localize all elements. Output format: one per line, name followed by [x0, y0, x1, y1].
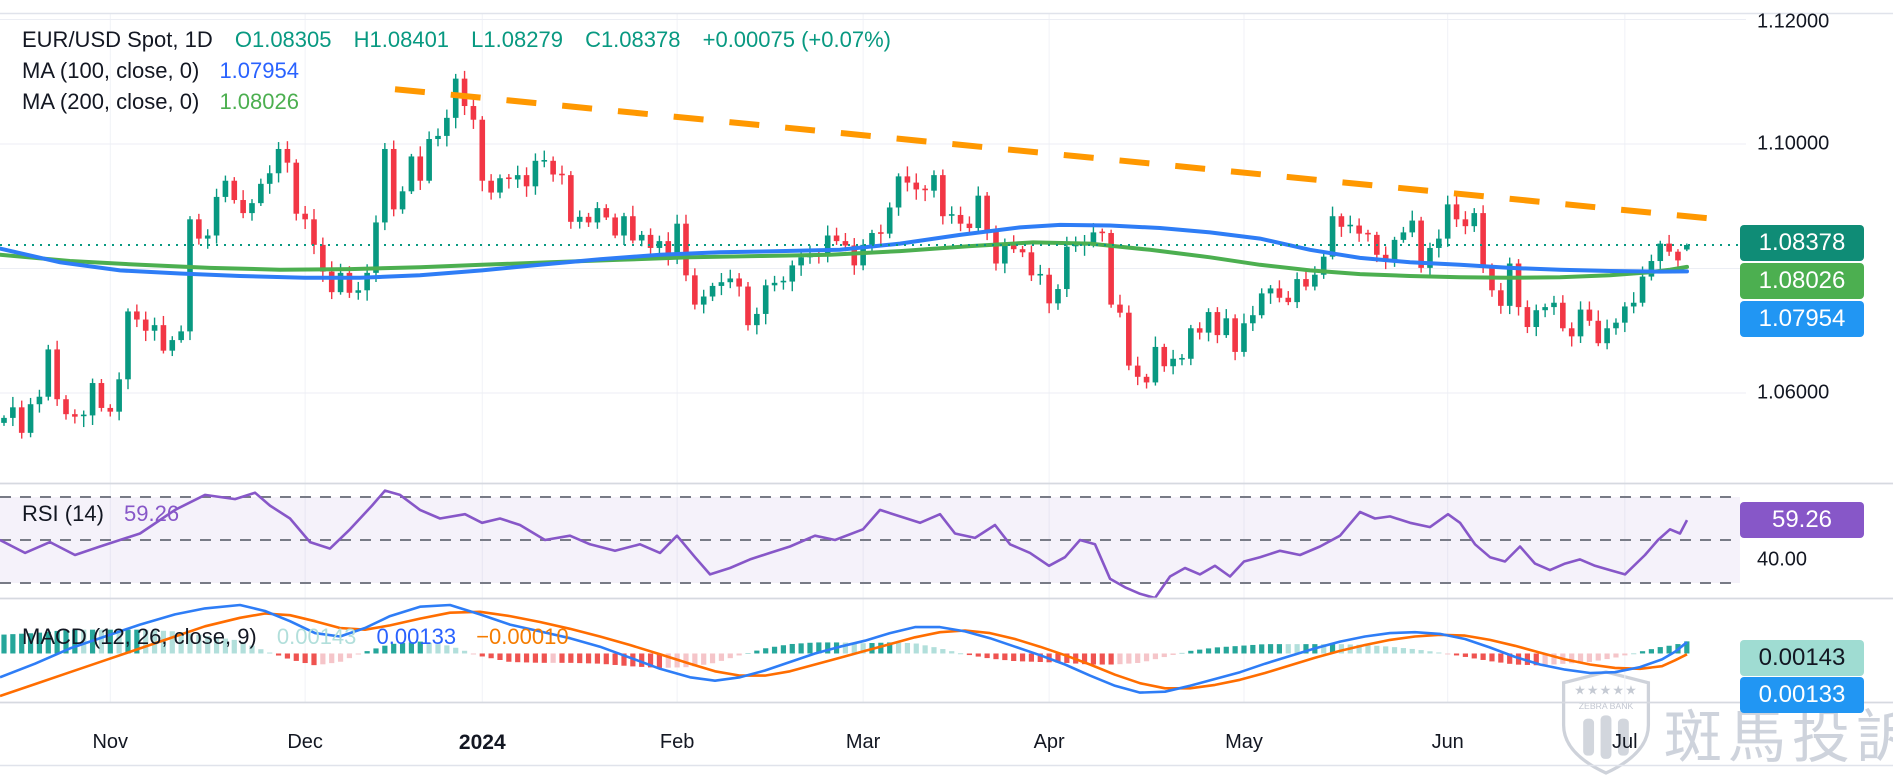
- symbol-legend-row[interactable]: EUR/USD Spot, 1D O1.08305 H1.08401 L1.08…: [22, 24, 907, 55]
- macd-hist-badge-text: 0.00143: [1758, 644, 1846, 671]
- rsi-value-badge: 59.26: [1740, 502, 1864, 538]
- macd-line-badge-text: 0.00133: [1758, 681, 1846, 708]
- ma200-price-badge: 1.08026: [1740, 263, 1864, 299]
- macd-legend-row[interactable]: MACD (12, 26, close, 9) 0.00143 0.00133 …: [22, 624, 569, 650]
- ohlc-high: H1.08401: [353, 27, 450, 52]
- macd-hist-value: 0.00143: [276, 624, 357, 649]
- rsi-legend-row[interactable]: RSI (14) 59.26: [22, 501, 179, 527]
- x-axis-label-mar: Mar: [845, 731, 881, 753]
- macd-line-badge: 0.00133: [1740, 677, 1864, 713]
- rsi-badge-text: 59.26: [1771, 506, 1833, 533]
- macd-hist-badge: 0.00143: [1740, 640, 1864, 676]
- ohlc-open: O1.08305: [234, 27, 332, 52]
- ma200-label: MA (200, close, 0): [22, 89, 200, 114]
- macd-line-value: 0.00133: [376, 624, 457, 649]
- chart-legend[interactable]: EUR/USD Spot, 1D O1.08305 H1.08401 L1.08…: [22, 24, 907, 117]
- current-price-badge-text: 1.08378: [1758, 229, 1846, 256]
- ma200-value: 1.08026: [219, 89, 299, 114]
- ohlc-close: C1.08378: [585, 27, 681, 52]
- x-axis-label-jun: Jun: [1431, 731, 1464, 753]
- macd-label: MACD (12, 26, close, 9): [22, 624, 257, 649]
- rsi-label: RSI (14): [22, 501, 104, 526]
- price-change: +0.00075 (+0.07%): [702, 27, 891, 52]
- y-axis-label: 1.10000: [1757, 132, 1830, 155]
- ma100-label: MA (100, close, 0): [22, 58, 200, 83]
- x-axis-label-apr: Apr: [1033, 731, 1065, 753]
- y-axis-label: 40.00: [1757, 548, 1808, 571]
- ma100-price-badge: 1.07954: [1740, 301, 1864, 337]
- rsi-value: 59.26: [124, 501, 180, 526]
- x-axis-label-dec: Dec: [287, 731, 323, 753]
- ma100-value: 1.07954: [219, 58, 299, 83]
- ma200-legend-row[interactable]: MA (200, close, 0) 1.08026: [22, 86, 907, 117]
- x-axis-label-feb: Feb: [659, 731, 695, 753]
- macd-signal-value: −0.00010: [476, 624, 569, 649]
- symbol-title: EUR/USD Spot, 1D: [22, 27, 213, 52]
- ma100-legend-row[interactable]: MA (100, close, 0) 1.07954: [22, 55, 907, 86]
- x-axis-label-may: May: [1225, 731, 1263, 753]
- x-axis-label-nov: Nov: [92, 731, 129, 753]
- current-price-badge: 1.08378: [1740, 225, 1864, 261]
- y-axis-label: 1.12000: [1757, 10, 1830, 33]
- ma100-badge-text: 1.07954: [1758, 305, 1846, 332]
- ohlc-low: L1.08279: [471, 27, 563, 52]
- y-axis-label: 1.06000: [1757, 381, 1830, 404]
- ma200-badge-text: 1.08026: [1758, 267, 1846, 294]
- x-axis-label-jul: Jul: [1612, 731, 1638, 753]
- x-axis-label-2024: 2024: [458, 731, 506, 754]
